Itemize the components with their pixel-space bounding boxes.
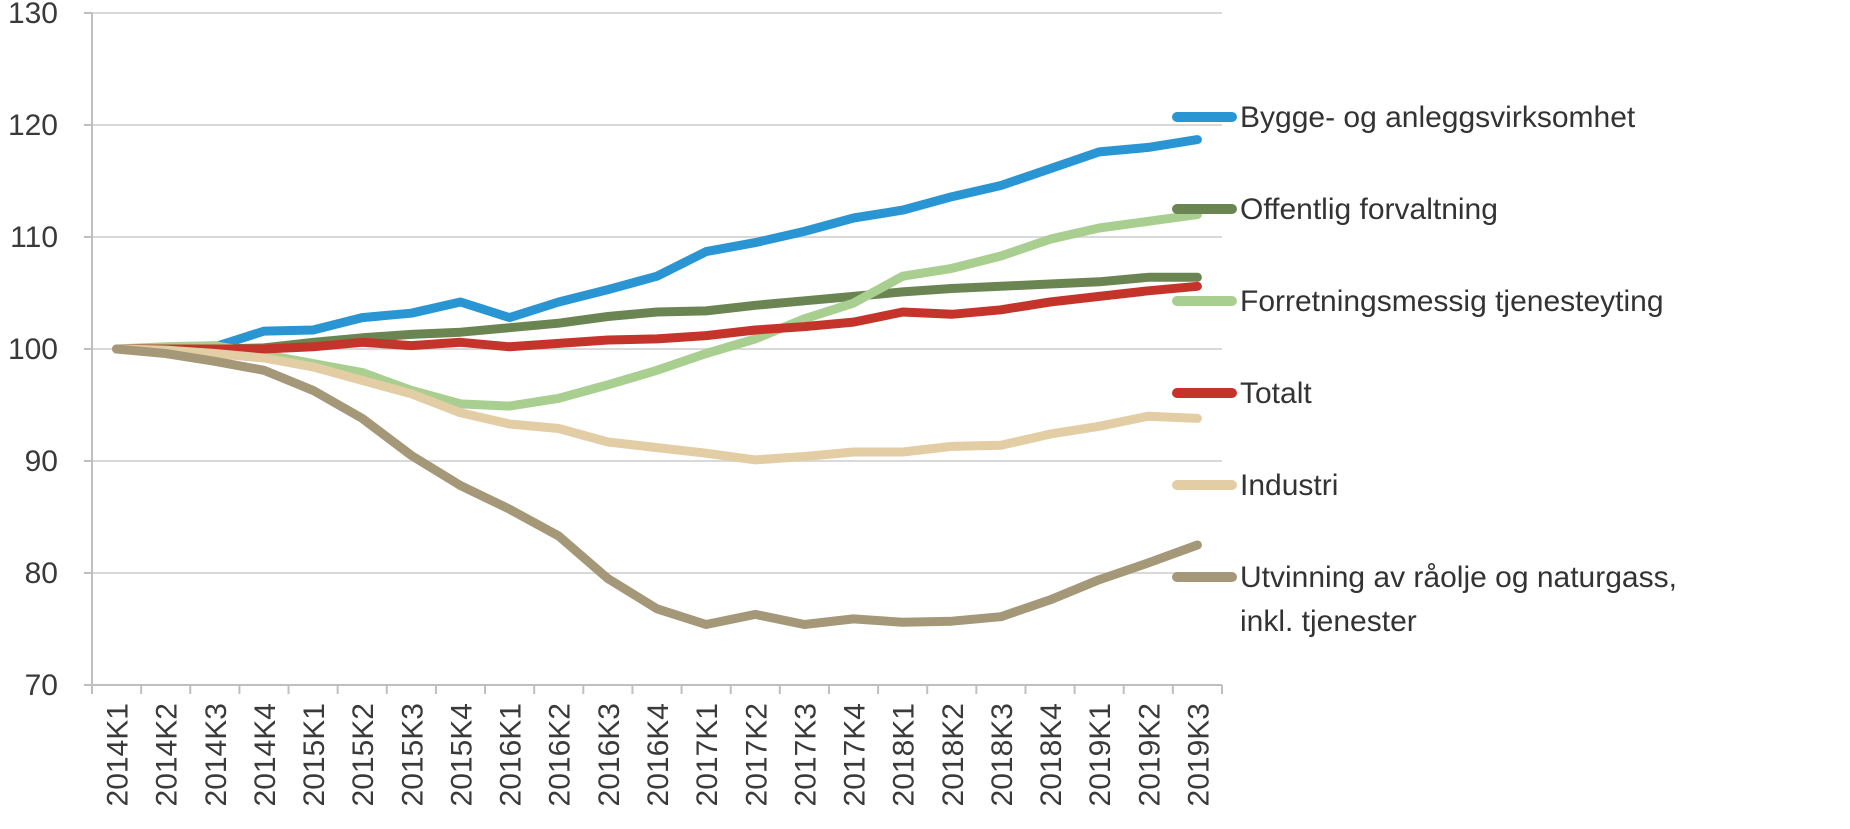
legend-item: Totalt — [1172, 377, 1312, 410]
y-axis-label: 90 — [25, 445, 58, 478]
x-axis-label: 2016K4 — [642, 703, 675, 806]
x-axis-label: 2014K2 — [151, 703, 184, 806]
y-axis-label: 80 — [25, 557, 58, 590]
y-axis-label: 130 — [8, 0, 58, 30]
x-axis-label: 2016K1 — [495, 703, 528, 806]
y-axis-labels-group: 70 80 90 100 110 120 130 — [8, 0, 58, 702]
x-axis-label: 2018K1 — [888, 703, 921, 806]
legend-label: Industri — [1240, 469, 1338, 502]
legend-item: Offentlig forvaltning — [1172, 193, 1498, 226]
legend-item: Industri — [1172, 469, 1338, 502]
x-axis-label: 2015K2 — [347, 703, 380, 806]
legend-label: Forretningsmessig tjenesteyting — [1240, 285, 1664, 318]
x-axis-label: 2014K3 — [200, 703, 233, 806]
x-axis-labels-group: 2014K1 2014K2 2014K3 2014K4 2015K1 2015K2 2015… — [102, 703, 1216, 806]
x-axis-label: 2018K3 — [986, 703, 1019, 806]
legend-label: inkl. tjenester — [1240, 605, 1417, 638]
x-axis-label: 2014K1 — [102, 703, 135, 806]
x-axis-label: 2017K4 — [839, 703, 872, 806]
x-axis-label: 2015K3 — [396, 703, 429, 806]
y-axis-label: 120 — [8, 109, 58, 142]
y-axis-label: 100 — [8, 333, 58, 366]
y-axis-label: 70 — [25, 669, 58, 702]
x-axis-label: 2014K4 — [249, 703, 282, 806]
axes-group — [84, 12, 1223, 694]
x-axis-label: 2017K3 — [789, 703, 822, 806]
legend-item: Forretningsmessig tjenesteyting — [1172, 285, 1664, 318]
legend: Bygge- og anleggsvirksomhet Offentlig for… — [1172, 101, 1677, 638]
legend-label: Totalt — [1240, 377, 1312, 410]
series-line-industri — [112, 344, 1202, 465]
x-axis-label: 2017K1 — [691, 703, 724, 806]
x-axis-label: 2015K4 — [445, 703, 478, 806]
x-axis-label: 2015K1 — [298, 703, 331, 806]
legend-item: Bygge- og anleggsvirksomhet — [1172, 101, 1636, 134]
x-axis-label: 2016K3 — [593, 703, 626, 806]
x-axis-label: 2017K2 — [740, 703, 773, 806]
series-line-totalt — [112, 281, 1202, 354]
x-axis-label: 2019K1 — [1084, 703, 1117, 806]
legend-label: Bygge- og anleggsvirksomhet — [1240, 101, 1636, 134]
legend-label: Utvinning av råolje og naturgass, — [1240, 561, 1677, 594]
x-axis-label: 2019K3 — [1182, 703, 1215, 806]
y-axis-label: 110 — [10, 221, 58, 254]
x-axis-label: 2018K2 — [937, 703, 970, 806]
series-line-bygge-og-anleggsvirksomhet — [112, 135, 1202, 354]
x-axis-label: 2018K4 — [1035, 703, 1068, 806]
legend-item: Utvinning av råolje og naturgass, inkl. t… — [1172, 561, 1677, 638]
series-line-utvinning-av-r-olje-og-naturgass-inkl-tjenester — [112, 344, 1202, 629]
x-axis-label: 2016K2 — [544, 703, 577, 806]
x-axis-label: 2019K2 — [1133, 703, 1166, 806]
series-group — [112, 135, 1202, 629]
legend-label: Offentlig forvaltning — [1240, 193, 1498, 226]
